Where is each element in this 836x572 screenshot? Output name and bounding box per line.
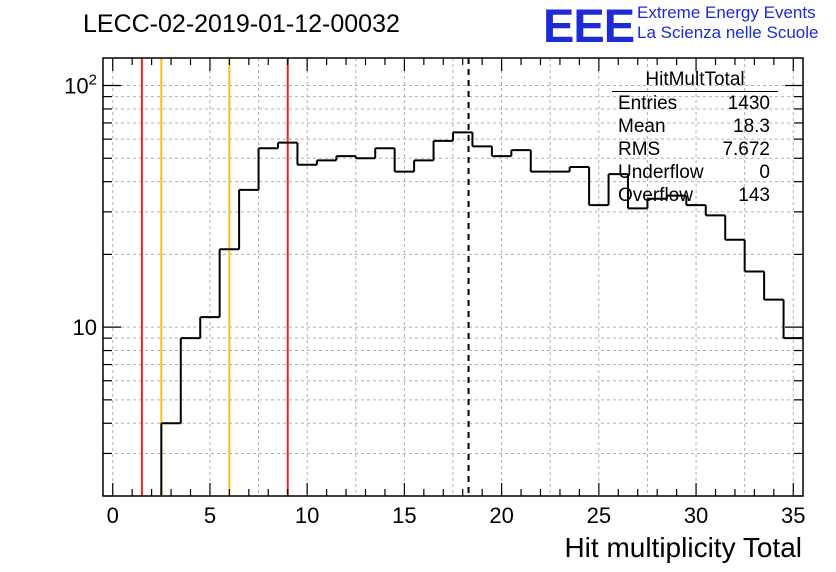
logo-tagline-1: Extreme Energy Events [637, 3, 816, 22]
logo-letters: EEE [543, 0, 635, 52]
y-tick-label: 102 [64, 72, 97, 99]
x-tick-label: 5 [204, 503, 216, 528]
stats-row-rms: RMS 7.672 [612, 138, 778, 161]
plot-frame [102, 57, 804, 497]
logo-tagline-2: La Scienza nelle Scuole [637, 23, 819, 42]
stats-title: HitMultTotal [612, 70, 778, 92]
x-tick-label: 25 [587, 503, 611, 528]
marker-lines [140, 58, 470, 496]
stats-label: RMS [618, 139, 661, 160]
x-axis-label: Hit multiplicity Total [564, 532, 802, 563]
stats-value: 18.3 [733, 116, 770, 137]
eee-logo: EEE Extreme Energy Events La Scienza nel… [543, 0, 833, 52]
stats-value: 0 [759, 162, 770, 183]
stats-row-overflow: Overflow 143 [612, 184, 778, 207]
stats-label: Underflow [618, 162, 704, 183]
stats-label: Overflow [618, 185, 693, 206]
x-tick-label: 10 [295, 503, 319, 528]
x-tick-label: 0 [107, 503, 119, 528]
stats-box: HitMultTotal Entries 1430 Mean 18.3 RMS … [612, 70, 778, 207]
histogram-series [160, 131, 803, 496]
y-tick-label: 10 [73, 315, 97, 340]
stats-row-mean: Mean 18.3 [612, 115, 778, 138]
stats-value: 1430 [727, 93, 770, 114]
x-tick-label: 15 [392, 503, 416, 528]
stats-value: 143 [738, 185, 770, 206]
axes: 0 5 10 15 20 25 30 35 10 102 [64, 57, 806, 528]
stats-label: Entries [618, 93, 678, 114]
x-tick-label: 30 [684, 503, 708, 528]
stats-value: 7.672 [722, 139, 770, 160]
stats-row-underflow: Underflow 0 [612, 161, 778, 184]
run-title: LECC-02-2019-01-12-00032 [83, 10, 400, 38]
x-tick-label: 35 [781, 503, 805, 528]
stats-row-entries: Entries 1430 [612, 92, 778, 115]
stats-label: Mean [618, 116, 666, 137]
x-tick-label: 20 [489, 503, 513, 528]
